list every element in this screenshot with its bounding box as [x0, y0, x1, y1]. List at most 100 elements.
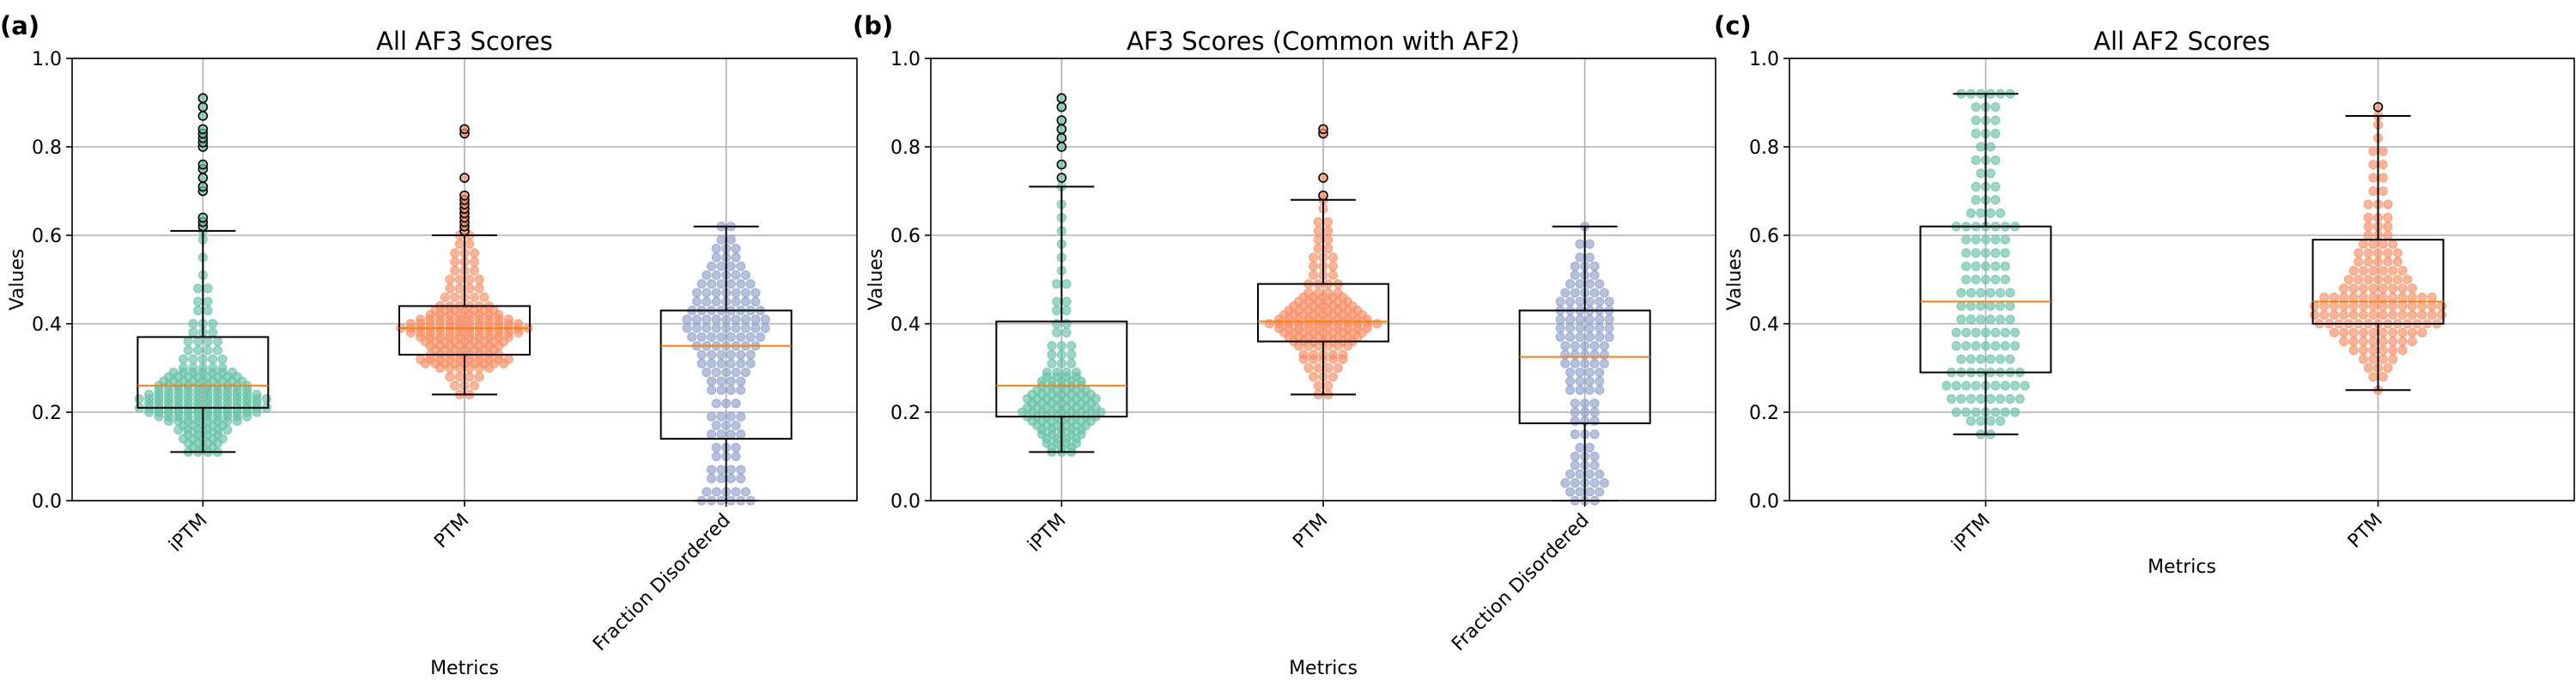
data-point: [731, 270, 741, 280]
data-point: [2339, 327, 2349, 337]
data-point: [736, 376, 746, 386]
data-point: [726, 385, 736, 395]
data-point: [1981, 341, 1990, 351]
data-point: [1976, 142, 1986, 152]
y-tick-label: 0.6: [32, 226, 62, 247]
data-point: [450, 292, 460, 302]
data-point: [711, 452, 721, 461]
data-point: [1961, 341, 1971, 351]
data-point: [1555, 296, 1565, 307]
data-point: [1981, 248, 1990, 258]
data-point: [2000, 248, 2010, 258]
outlier-point: [459, 124, 470, 135]
data-point: [1595, 323, 1605, 333]
data-point: [1560, 341, 1571, 351]
data-point: [1047, 350, 1057, 360]
data-point: [193, 296, 204, 307]
data-point: [503, 354, 513, 364]
data-point: [707, 465, 717, 475]
y-tick-label: 0.0: [890, 491, 920, 513]
data-point: [2378, 337, 2388, 347]
box-iqr: [659, 309, 793, 440]
data-point: [144, 389, 155, 399]
data-point: [1589, 398, 1600, 409]
outlier-point: [1318, 173, 1328, 183]
data-point: [721, 368, 732, 378]
series-iptm: [134, 93, 271, 457]
data-point: [1996, 354, 2006, 364]
data-point: [1309, 372, 1319, 382]
data-point: [1313, 234, 1323, 245]
data-point: [208, 354, 218, 364]
data-point: [252, 389, 262, 399]
data-point: [450, 380, 460, 391]
data-point: [2388, 292, 2398, 302]
data-point: [2378, 186, 2388, 196]
data-point: [1971, 248, 1981, 258]
data-point: [716, 261, 726, 271]
data-point: [736, 261, 746, 271]
data-point: [2437, 310, 2447, 320]
data-point: [1047, 341, 1057, 351]
data-point: [212, 345, 222, 356]
data-point: [1976, 394, 1986, 404]
box-iqr: [137, 336, 270, 409]
data-point: [1061, 296, 1072, 307]
outlier-point: [197, 212, 209, 223]
data-point: [228, 368, 238, 378]
data-point: [188, 319, 198, 329]
data-point: [188, 354, 198, 364]
y-tick-label: 0.0: [1749, 491, 1779, 513]
data-point: [2358, 327, 2368, 337]
y-tick-label: 1.0: [1749, 49, 1779, 70]
outlier-point: [1056, 142, 1067, 152]
data-point: [736, 429, 746, 440]
data-point: [2397, 337, 2408, 347]
data-point: [2368, 160, 2379, 170]
data-point: [2000, 261, 2010, 271]
data-point: [1323, 217, 1334, 228]
data-point: [217, 363, 228, 373]
data-point: [1052, 327, 1062, 337]
data-point: [2348, 327, 2359, 337]
data-point: [1976, 168, 1986, 179]
data-point: [721, 398, 732, 409]
data-point: [1309, 261, 1319, 271]
y-tick-label: 0.2: [32, 403, 62, 424]
data-point: [2388, 239, 2398, 249]
data-point: [711, 314, 721, 325]
data-point: [2378, 239, 2388, 249]
data-point: [2378, 310, 2388, 320]
data-point: [707, 358, 717, 368]
data-point: [188, 327, 198, 337]
data-point: [1956, 394, 1966, 404]
data-point: [721, 314, 732, 325]
data-point: [707, 376, 717, 386]
data-point: [1985, 416, 1996, 426]
data-point: [1996, 208, 2006, 218]
data-point: [745, 331, 756, 342]
data-point: [1996, 314, 2006, 325]
data-point: [2392, 248, 2403, 258]
data-point: [1584, 252, 1595, 263]
data-point: [2020, 380, 2030, 391]
data-point: [1584, 239, 1595, 249]
data-point: [2363, 248, 2373, 258]
data-point: [1570, 341, 1580, 351]
data-point: [726, 465, 736, 475]
data-point: [731, 243, 741, 253]
data-point: [1961, 407, 1971, 417]
y-axis-label: Values: [7, 249, 28, 311]
data-point: [1584, 469, 1595, 479]
data-point: [1575, 323, 1585, 333]
data-point: [1298, 350, 1309, 360]
data-point: [1323, 243, 1334, 253]
data-point: [2348, 292, 2359, 302]
data-point: [726, 234, 736, 245]
data-point: [1056, 358, 1066, 368]
data-point: [1584, 368, 1595, 378]
data-point: [2000, 234, 2010, 245]
data-point: [1313, 288, 1323, 298]
